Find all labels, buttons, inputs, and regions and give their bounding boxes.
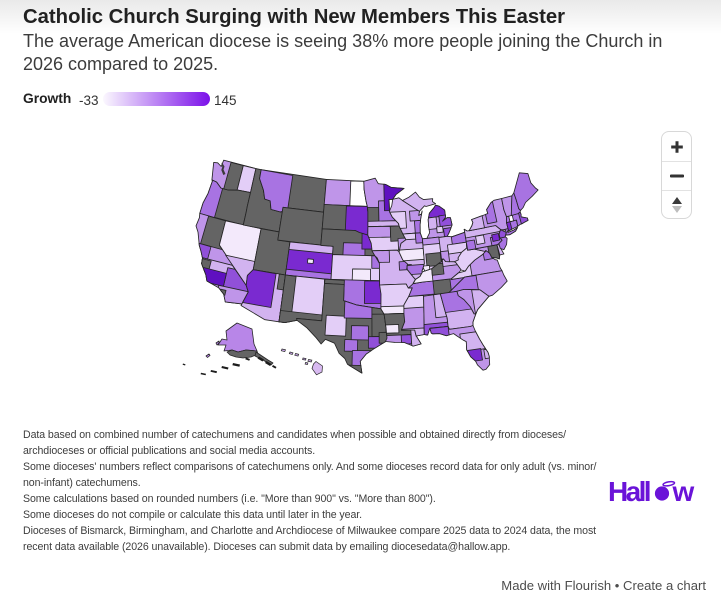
svg-text:Hall: Hall: [608, 477, 650, 507]
svg-text:w: w: [672, 477, 695, 507]
